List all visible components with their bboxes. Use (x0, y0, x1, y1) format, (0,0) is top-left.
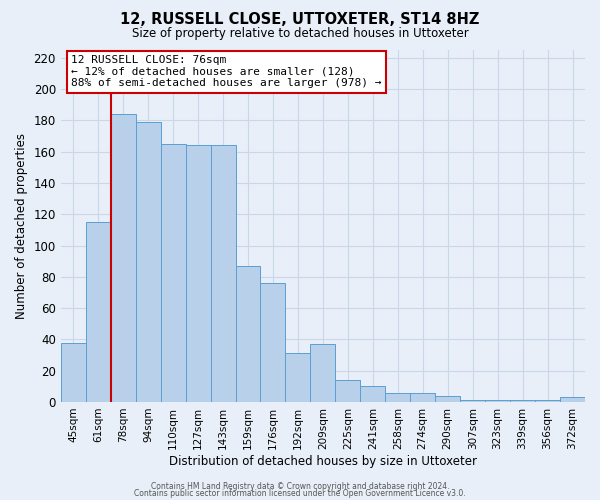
Bar (111, 114, 136, 402)
Bar (510, 400, 535, 402)
Bar (211, 146, 236, 402)
Bar (86, 222, 111, 402)
Bar (136, 122, 161, 402)
Bar (460, 400, 485, 402)
X-axis label: Distribution of detached houses by size in Uttoxeter: Distribution of detached houses by size … (169, 454, 477, 468)
Bar (560, 398, 585, 402)
Bar (236, 266, 260, 402)
Bar (286, 354, 310, 402)
Text: 12 RUSSELL CLOSE: 76sqm
← 12% of detached houses are smaller (128)
88% of semi-d: 12 RUSSELL CLOSE: 76sqm ← 12% of detache… (71, 56, 382, 88)
Bar (410, 392, 435, 402)
Text: Contains public sector information licensed under the Open Government Licence v3: Contains public sector information licen… (134, 490, 466, 498)
Bar (335, 380, 361, 402)
Bar (61, 342, 86, 402)
Y-axis label: Number of detached properties: Number of detached properties (15, 133, 28, 319)
Bar (361, 386, 385, 402)
Bar (185, 146, 211, 402)
Bar (161, 144, 185, 402)
Bar (435, 396, 460, 402)
Text: Contains HM Land Registry data © Crown copyright and database right 2024.: Contains HM Land Registry data © Crown c… (151, 482, 449, 491)
Bar (485, 400, 510, 402)
Text: 12, RUSSELL CLOSE, UTTOXETER, ST14 8HZ: 12, RUSSELL CLOSE, UTTOXETER, ST14 8HZ (121, 12, 479, 28)
Bar (535, 400, 560, 402)
Bar (310, 344, 335, 402)
Bar (260, 283, 286, 402)
Text: Size of property relative to detached houses in Uttoxeter: Size of property relative to detached ho… (131, 28, 469, 40)
Bar (385, 392, 410, 402)
